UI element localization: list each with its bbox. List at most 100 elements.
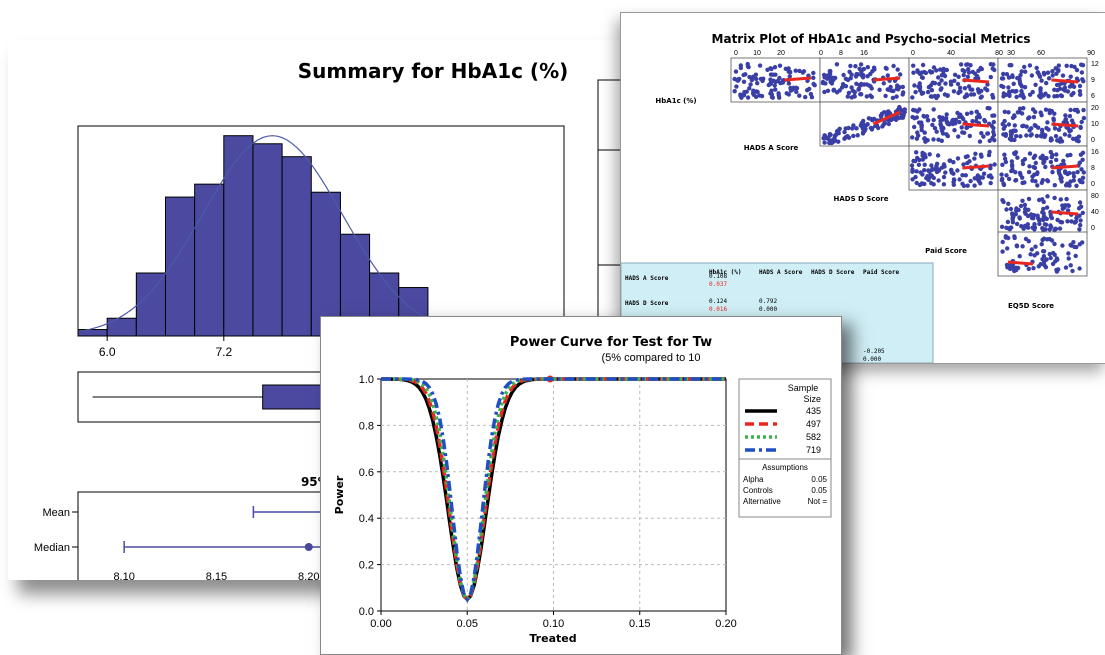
matrix-point (912, 83, 917, 88)
matrix-point (1029, 212, 1034, 217)
matrix-point (822, 133, 828, 138)
matrix-point (934, 68, 939, 73)
matrix-point (922, 130, 927, 135)
matrix-point (1057, 226, 1063, 231)
matrix-point (1058, 93, 1064, 98)
matrix-point (934, 161, 940, 166)
matrix-point (1032, 253, 1037, 258)
matrix-point (1054, 71, 1059, 76)
matrix-fit-line (1051, 78, 1079, 84)
matrix-point (1048, 255, 1053, 261)
matrix-point (935, 153, 941, 158)
matrix-point (973, 151, 978, 156)
matrix-point (922, 152, 927, 157)
matrix-point (1078, 222, 1083, 228)
matrix-point (1048, 159, 1054, 165)
matrix-point (1077, 178, 1082, 183)
matrix-top-tick: 0 (819, 50, 823, 57)
matrix-point (1044, 156, 1049, 161)
matrix-point (1019, 88, 1024, 94)
matrix-point (986, 152, 992, 158)
matrix-point (911, 70, 916, 75)
matrix-point (987, 138, 992, 143)
matrix-point (891, 63, 896, 69)
matrix-point (936, 137, 941, 142)
matrix-point (1032, 227, 1037, 232)
matrix-point (811, 75, 816, 80)
matrix-point (1046, 94, 1051, 99)
matrix-point (991, 62, 996, 67)
matrix-point (919, 70, 924, 75)
matrix-point (840, 82, 846, 87)
summary-chart: Summary for HbA1c (%) 6.07.28.4 95% Conf… (34, 59, 648, 580)
matrix-point (885, 87, 890, 92)
ci-tick-label: 8.20 (298, 571, 319, 580)
matrix-point (980, 175, 985, 180)
matrix-point (965, 154, 970, 159)
matrix-title: Matrix Plot of HbA1c and Psycho-social M… (712, 32, 1031, 46)
matrix-point (1071, 240, 1076, 245)
matrix-point (1031, 164, 1036, 170)
matrix-point (1063, 113, 1068, 118)
matrix-point (991, 129, 996, 135)
matrix-point (1026, 266, 1031, 271)
matrix-point (941, 162, 947, 167)
matrix-variable-label: EQ5D Score (1008, 302, 1054, 310)
matrix-point (1030, 178, 1035, 183)
matrix-point (929, 163, 934, 168)
power-x-tick-label: 0.20 (715, 618, 736, 630)
correlation-pvalue: 0.037 (709, 281, 727, 288)
matrix-point (911, 158, 916, 164)
matrix-point (747, 86, 752, 91)
matrix-point (1012, 137, 1017, 143)
matrix-top-tick: 20 (777, 50, 785, 57)
matrix-point (858, 62, 864, 67)
matrix-point (734, 77, 740, 83)
matrix-point (898, 72, 903, 77)
matrix-point (1046, 127, 1051, 132)
matrix-point (920, 157, 925, 162)
matrix-point (797, 93, 802, 98)
matrix-point (923, 70, 929, 76)
matrix-point (836, 131, 841, 136)
ci-row-label: Median (34, 542, 70, 554)
matrix-point (999, 224, 1005, 229)
matrix-point (1044, 257, 1049, 262)
matrix-point (1028, 252, 1033, 257)
matrix-point (870, 126, 875, 131)
matrix-point (1012, 234, 1017, 239)
matrix-point (1033, 244, 1038, 249)
matrix-point (956, 74, 961, 79)
correlation-value: 0.124 (709, 298, 727, 305)
matrix-point (965, 74, 971, 79)
matrix-point (1013, 178, 1018, 183)
matrix-top-tick: 10 (753, 50, 761, 57)
assumption-label: Alpha (743, 475, 764, 484)
power-y-tick-label: 0.0 (359, 606, 374, 618)
matrix-point (1041, 70, 1047, 76)
matrix-point (1025, 225, 1031, 230)
matrix-point (928, 172, 933, 178)
matrix-point (878, 113, 884, 118)
matrix-point (882, 121, 887, 126)
matrix-point (1000, 198, 1005, 203)
matrix-point (912, 116, 917, 121)
matrix-point (741, 79, 747, 85)
matrix-point (1010, 167, 1015, 172)
matrix-right-tick: 6 (1091, 93, 1095, 100)
matrix-variable-label: HbA1c (%) (655, 97, 696, 105)
correlation-value: 0.108 (709, 273, 727, 280)
matrix-point (837, 126, 842, 131)
matrix-point (830, 138, 835, 143)
matrix-point (1074, 244, 1079, 250)
matrix-point (931, 137, 936, 142)
matrix-point (1027, 63, 1033, 68)
matrix-point (1007, 63, 1012, 68)
matrix-point (1042, 214, 1047, 220)
histogram-bar (194, 183, 225, 337)
matrix-point (921, 113, 926, 119)
matrix-point (876, 125, 881, 131)
matrix-point (928, 94, 934, 99)
matrix-top-tick: 0 (911, 50, 915, 57)
matrix-point (1044, 80, 1049, 86)
